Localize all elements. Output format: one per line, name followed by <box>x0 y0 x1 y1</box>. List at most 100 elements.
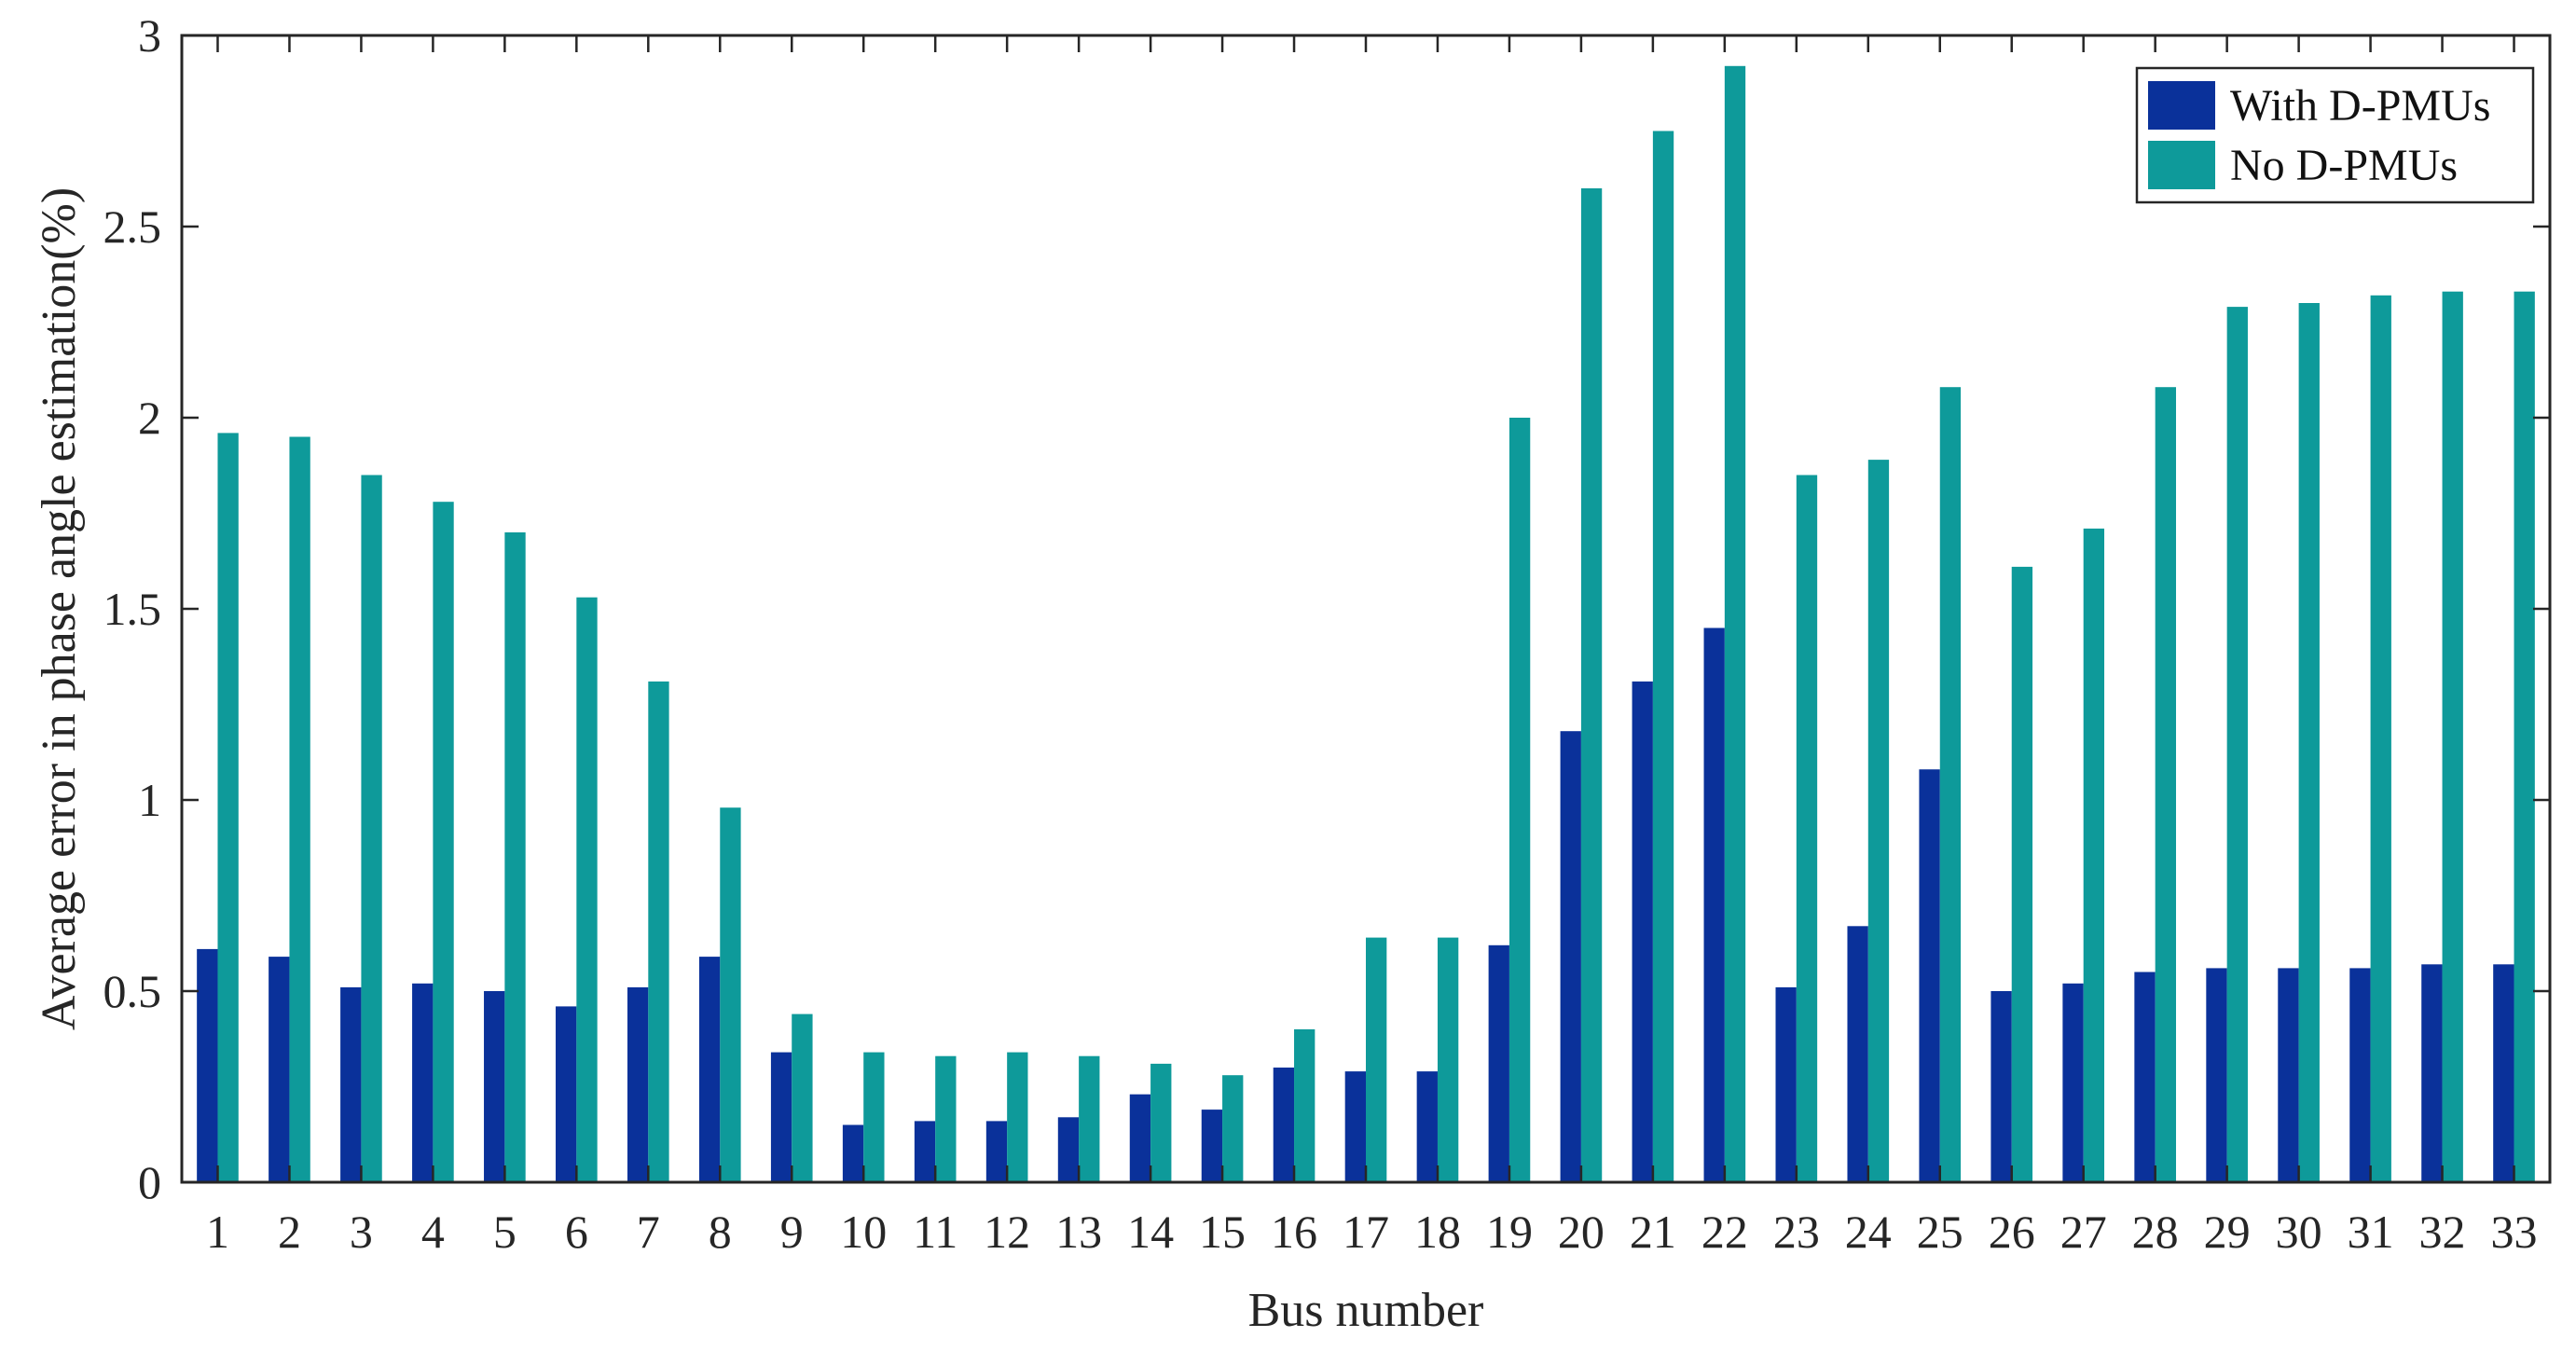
bar-no-d-pmus-bus-4 <box>433 502 454 1182</box>
x-tick-label: 7 <box>637 1206 660 1258</box>
bar-no-d-pmus-bus-23 <box>1796 475 1818 1182</box>
x-tick-label: 32 <box>2419 1206 2466 1258</box>
x-tick-label: 2 <box>278 1206 301 1258</box>
bar-with-d-pmus-bus-7 <box>627 986 649 1182</box>
y-tick-label: 1.5 <box>103 583 162 635</box>
bar-with-d-pmus-bus-6 <box>556 1006 577 1182</box>
bar-with-d-pmus-bus-9 <box>770 1052 792 1182</box>
bar-with-d-pmus-bus-15 <box>1201 1110 1223 1182</box>
x-tick-label: 9 <box>780 1206 804 1258</box>
x-tick-label: 10 <box>840 1206 887 1258</box>
legend-label-with-d-pmus: With D-PMUs <box>2230 81 2490 131</box>
y-tick-label: 3 <box>138 9 161 62</box>
bar-no-d-pmus-bus-8 <box>720 807 741 1182</box>
x-tick-label: 30 <box>2276 1206 2322 1258</box>
legend-label-no-d-pmus: No D-PMUs <box>2230 141 2458 190</box>
bar-no-d-pmus-bus-19 <box>1508 418 1531 1182</box>
x-tick-label: 8 <box>709 1206 732 1258</box>
bar-with-d-pmus-bus-4 <box>412 983 434 1182</box>
x-tick-label: 15 <box>1199 1206 1246 1258</box>
legend-swatch-with-d-pmus <box>2148 81 2215 130</box>
bar-no-d-pmus-bus-25 <box>1939 387 1962 1182</box>
bar-with-d-pmus-bus-28 <box>2134 972 2156 1182</box>
bar-with-d-pmus-bus-29 <box>2206 968 2227 1182</box>
bar-with-d-pmus-bus-2 <box>269 957 290 1182</box>
bar-with-d-pmus-bus-12 <box>985 1121 1008 1182</box>
bar-no-d-pmus-bus-24 <box>1867 460 1890 1183</box>
bar-with-d-pmus-bus-23 <box>1775 986 1797 1182</box>
bar-with-d-pmus-bus-32 <box>2421 964 2443 1182</box>
x-tick-label: 6 <box>565 1206 588 1258</box>
bar-with-d-pmus-bus-8 <box>698 957 721 1182</box>
bar-with-d-pmus-bus-16 <box>1273 1068 1295 1182</box>
x-tick-label: 18 <box>1414 1206 1461 1258</box>
x-tick-label: 25 <box>1917 1206 1963 1258</box>
x-tick-label: 29 <box>2204 1206 2251 1258</box>
bar-no-d-pmus-bus-16 <box>1294 1029 1316 1182</box>
x-tick-label: 22 <box>1701 1206 1748 1258</box>
x-tick-label: 24 <box>1845 1206 1892 1258</box>
bar-with-d-pmus-bus-14 <box>1129 1094 1151 1182</box>
bar-with-d-pmus-bus-20 <box>1560 731 1581 1182</box>
x-tick-label: 1 <box>206 1206 229 1258</box>
bar-no-d-pmus-bus-2 <box>289 436 310 1182</box>
bar-with-d-pmus-bus-10 <box>842 1124 864 1182</box>
bar-with-d-pmus-bus-21 <box>1632 681 1653 1182</box>
bar-no-d-pmus-bus-6 <box>576 597 598 1182</box>
y-tick-label: 0 <box>138 1156 161 1208</box>
bar-no-d-pmus-bus-30 <box>2298 303 2320 1182</box>
bar-with-d-pmus-bus-27 <box>2062 983 2084 1182</box>
bar-no-d-pmus-bus-20 <box>1580 188 1603 1182</box>
bar-no-d-pmus-bus-13 <box>1079 1055 1100 1182</box>
x-tick-label: 21 <box>1630 1206 1676 1258</box>
y-tick-label: 0.5 <box>103 965 162 1017</box>
bar-no-d-pmus-bus-14 <box>1150 1063 1172 1182</box>
y-tick-labels: 0 0.5 1 1.5 2 2.5 3 <box>103 9 162 1208</box>
bar-with-d-pmus-bus-31 <box>2349 968 2371 1182</box>
bars-group <box>197 65 2535 1183</box>
y-tick-label: 2 <box>138 392 161 444</box>
bar-with-d-pmus-bus-1 <box>197 948 218 1182</box>
bar-no-d-pmus-bus-17 <box>1366 937 1387 1182</box>
bar-with-d-pmus-bus-17 <box>1344 1071 1366 1182</box>
bar-with-d-pmus-bus-5 <box>484 991 505 1182</box>
x-tick-label: 17 <box>1343 1206 1389 1258</box>
bar-no-d-pmus-bus-18 <box>1437 937 1459 1182</box>
bar-no-d-pmus-bus-21 <box>1652 131 1674 1182</box>
bar-no-d-pmus-bus-29 <box>2226 307 2248 1183</box>
y-tick-label: 1 <box>138 774 161 826</box>
x-tick-label: 16 <box>1271 1206 1317 1258</box>
bar-no-d-pmus-bus-3 <box>361 475 382 1182</box>
x-tick-label: 14 <box>1127 1206 1174 1258</box>
x-tick-label: 4 <box>421 1206 445 1258</box>
bar-with-d-pmus-bus-3 <box>340 986 362 1182</box>
x-tick-label: 20 <box>1558 1206 1605 1258</box>
legend-swatch-no-d-pmus <box>2148 141 2215 189</box>
bar-no-d-pmus-bus-5 <box>504 532 526 1182</box>
bar-no-d-pmus-bus-1 <box>217 433 239 1182</box>
bar-with-d-pmus-bus-33 <box>2493 964 2514 1182</box>
x-tick-label: 27 <box>2060 1206 2107 1258</box>
bar-with-d-pmus-bus-26 <box>1991 991 2012 1182</box>
bar-no-d-pmus-bus-26 <box>2011 566 2033 1182</box>
x-tick-label: 28 <box>2132 1206 2179 1258</box>
bar-with-d-pmus-bus-22 <box>1703 627 1725 1182</box>
bar-no-d-pmus-bus-22 <box>1724 65 1746 1182</box>
bar-with-d-pmus-bus-11 <box>914 1121 936 1182</box>
bar-no-d-pmus-bus-33 <box>2514 291 2535 1182</box>
x-tick-labels: 1 2 3 4 5 6 7 8 9 10 11 12 13 14 15 16 17 18 19 20 21 22 23 24 2… <box>206 1206 2538 1258</box>
bar-with-d-pmus-bus-24 <box>1847 926 1868 1182</box>
bar-with-d-pmus-bus-19 <box>1488 944 1509 1182</box>
x-tick-label: 11 <box>913 1206 957 1258</box>
bar-with-d-pmus-bus-18 <box>1416 1071 1438 1182</box>
x-tick-label: 12 <box>984 1206 1030 1258</box>
ticks-group <box>182 34 2550 1184</box>
bar-with-d-pmus-bus-25 <box>1919 769 1940 1182</box>
bar-no-d-pmus-bus-9 <box>792 1013 813 1182</box>
bar-no-d-pmus-bus-31 <box>2370 295 2391 1182</box>
bar-with-d-pmus-bus-13 <box>1057 1117 1080 1182</box>
bar-no-d-pmus-bus-28 <box>2155 387 2176 1182</box>
bar-no-d-pmus-bus-12 <box>1007 1052 1028 1182</box>
x-tick-label: 26 <box>1989 1206 2035 1258</box>
bar-no-d-pmus-bus-7 <box>648 681 669 1182</box>
